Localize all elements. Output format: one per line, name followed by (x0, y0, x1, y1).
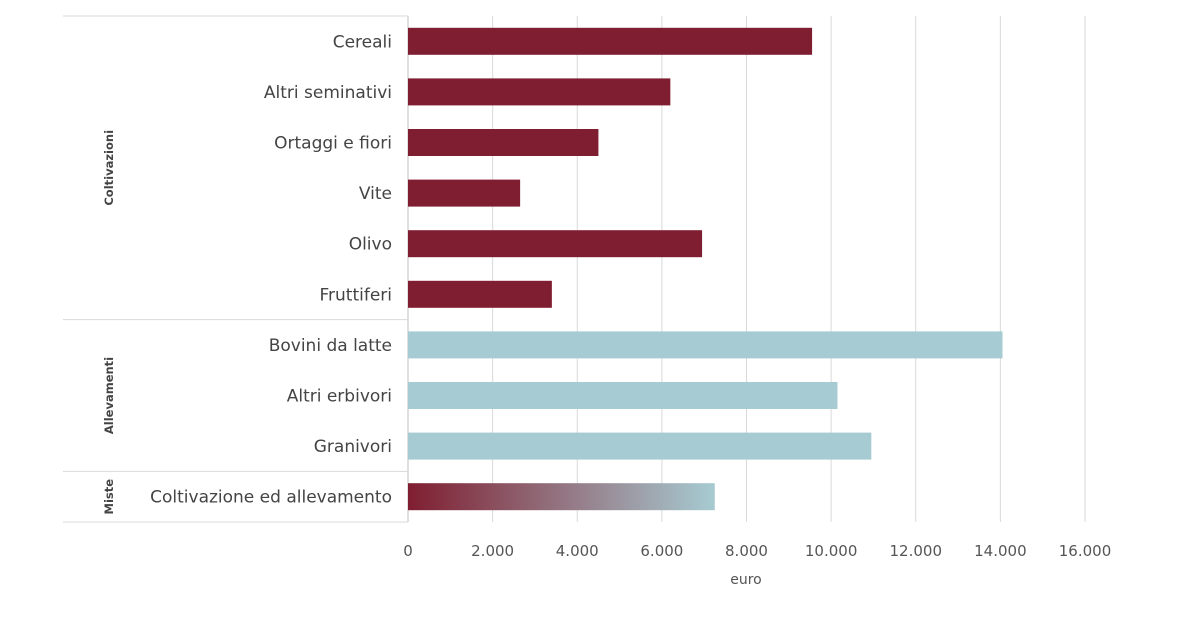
x-tick-label: 16.000 (1059, 542, 1112, 560)
category-label: Altri seminativi (264, 83, 392, 103)
bar (408, 280, 552, 308)
bar (408, 27, 813, 55)
group-label: Coltivazioni (102, 130, 116, 206)
category-label: Cereali (333, 32, 392, 52)
category-label: Vite (359, 184, 392, 204)
x-tick-label: 8.000 (725, 542, 768, 560)
bar (408, 483, 715, 511)
x-tick-label: 2.000 (471, 542, 514, 560)
x-tick-label: 6.000 (640, 542, 683, 560)
category-label: Olivo (349, 235, 392, 255)
bar (408, 230, 703, 258)
bar (408, 78, 671, 106)
category-labels: Cereali Altri seminativi Ortaggi e fiori Vi… (150, 32, 392, 507)
x-tick-labels: 0 2.000 4.000 6.000 8.000 10.000 12.000 14.000 1… (403, 542, 1111, 560)
category-label: Bovini da latte (269, 336, 392, 356)
x-tick-label: 10.000 (805, 542, 858, 560)
group-labels: Coltivazioni Allevamenti Miste (102, 130, 116, 514)
group-label: Allevamenti (102, 357, 116, 434)
x-tick-label: 4.000 (556, 542, 599, 560)
x-tick-label: 14.000 (974, 542, 1027, 560)
category-label: Fruttiferi (319, 285, 392, 305)
bar (408, 331, 1003, 359)
category-label: Coltivazione ed allevamento (150, 488, 392, 508)
category-label: Ortaggi e fiori (274, 134, 392, 154)
bar (408, 432, 872, 460)
bar (408, 129, 599, 156)
bar (408, 179, 521, 207)
category-label: Altri erbivori (287, 387, 392, 407)
category-label: Granivori (314, 437, 392, 457)
bar (408, 382, 838, 409)
x-tick-label: 0 (403, 542, 413, 560)
x-axis-label: euro (730, 572, 762, 588)
bars (408, 27, 1003, 511)
group-label: Miste (102, 479, 116, 515)
x-tick-label: 12.000 (890, 542, 943, 560)
